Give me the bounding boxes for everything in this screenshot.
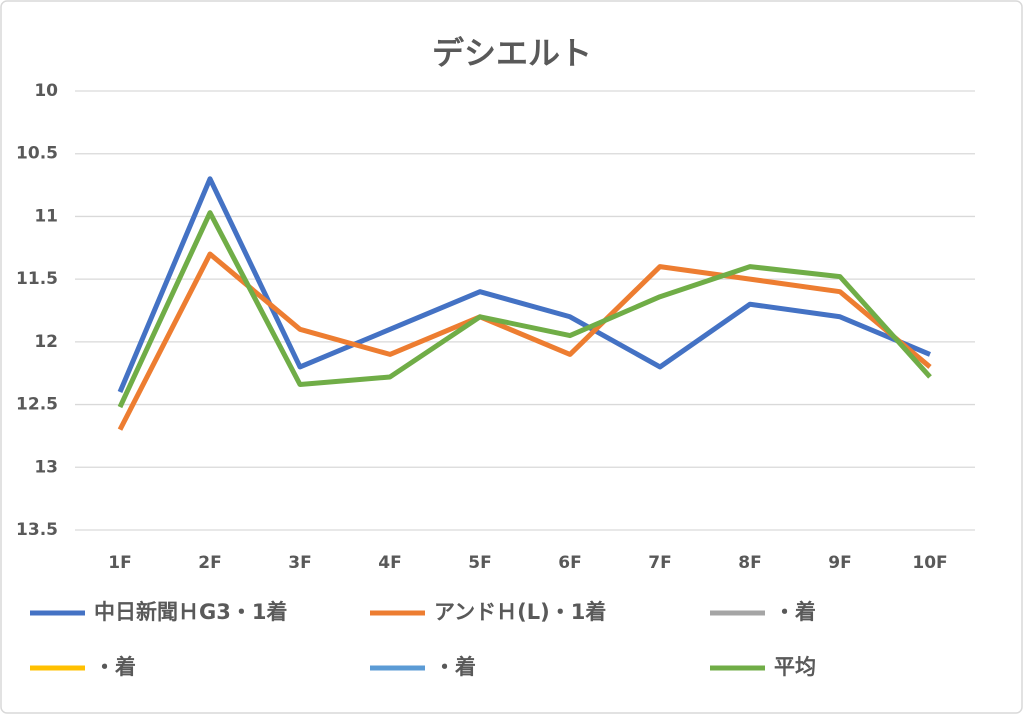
legend-label: アンドＨ(L)・1着 — [434, 600, 606, 624]
series-line — [117, 176, 931, 394]
x-tick-label: 9F — [828, 553, 851, 573]
series-line — [117, 251, 932, 431]
chart-title: デシエルト — [432, 34, 592, 72]
legend-label: ・着 — [774, 600, 816, 624]
legend-label: ・着 — [434, 655, 476, 679]
y-tick-label: 10 — [34, 81, 58, 101]
y-tick-label: 12.5 — [16, 395, 58, 415]
y-tick-label: 10.5 — [16, 144, 58, 164]
y-tick-label: 13 — [34, 457, 58, 477]
x-tick-label: 2F — [198, 553, 221, 573]
x-tick-label: 8F — [738, 553, 761, 573]
y-tick-label: 11 — [34, 206, 58, 226]
x-tick-label: 6F — [558, 553, 581, 573]
y-tick-label: 13.5 — [16, 520, 58, 540]
x-tick-label: 1F — [108, 553, 131, 573]
x-tick-label: 5F — [468, 553, 491, 573]
x-tick-label: 4F — [378, 553, 401, 573]
y-tick-label: 12 — [34, 332, 58, 352]
legend-label: 中日新聞ＨG3・1着 — [94, 600, 287, 624]
x-tick-label: 3F — [288, 553, 311, 573]
x-tick-label: 7F — [648, 553, 671, 573]
legend-label: 平均 — [774, 655, 816, 679]
legend-label: ・着 — [94, 655, 136, 679]
y-tick-label: 11.5 — [16, 269, 58, 289]
x-tick-label: 10F — [912, 553, 947, 573]
series-line — [117, 210, 932, 409]
